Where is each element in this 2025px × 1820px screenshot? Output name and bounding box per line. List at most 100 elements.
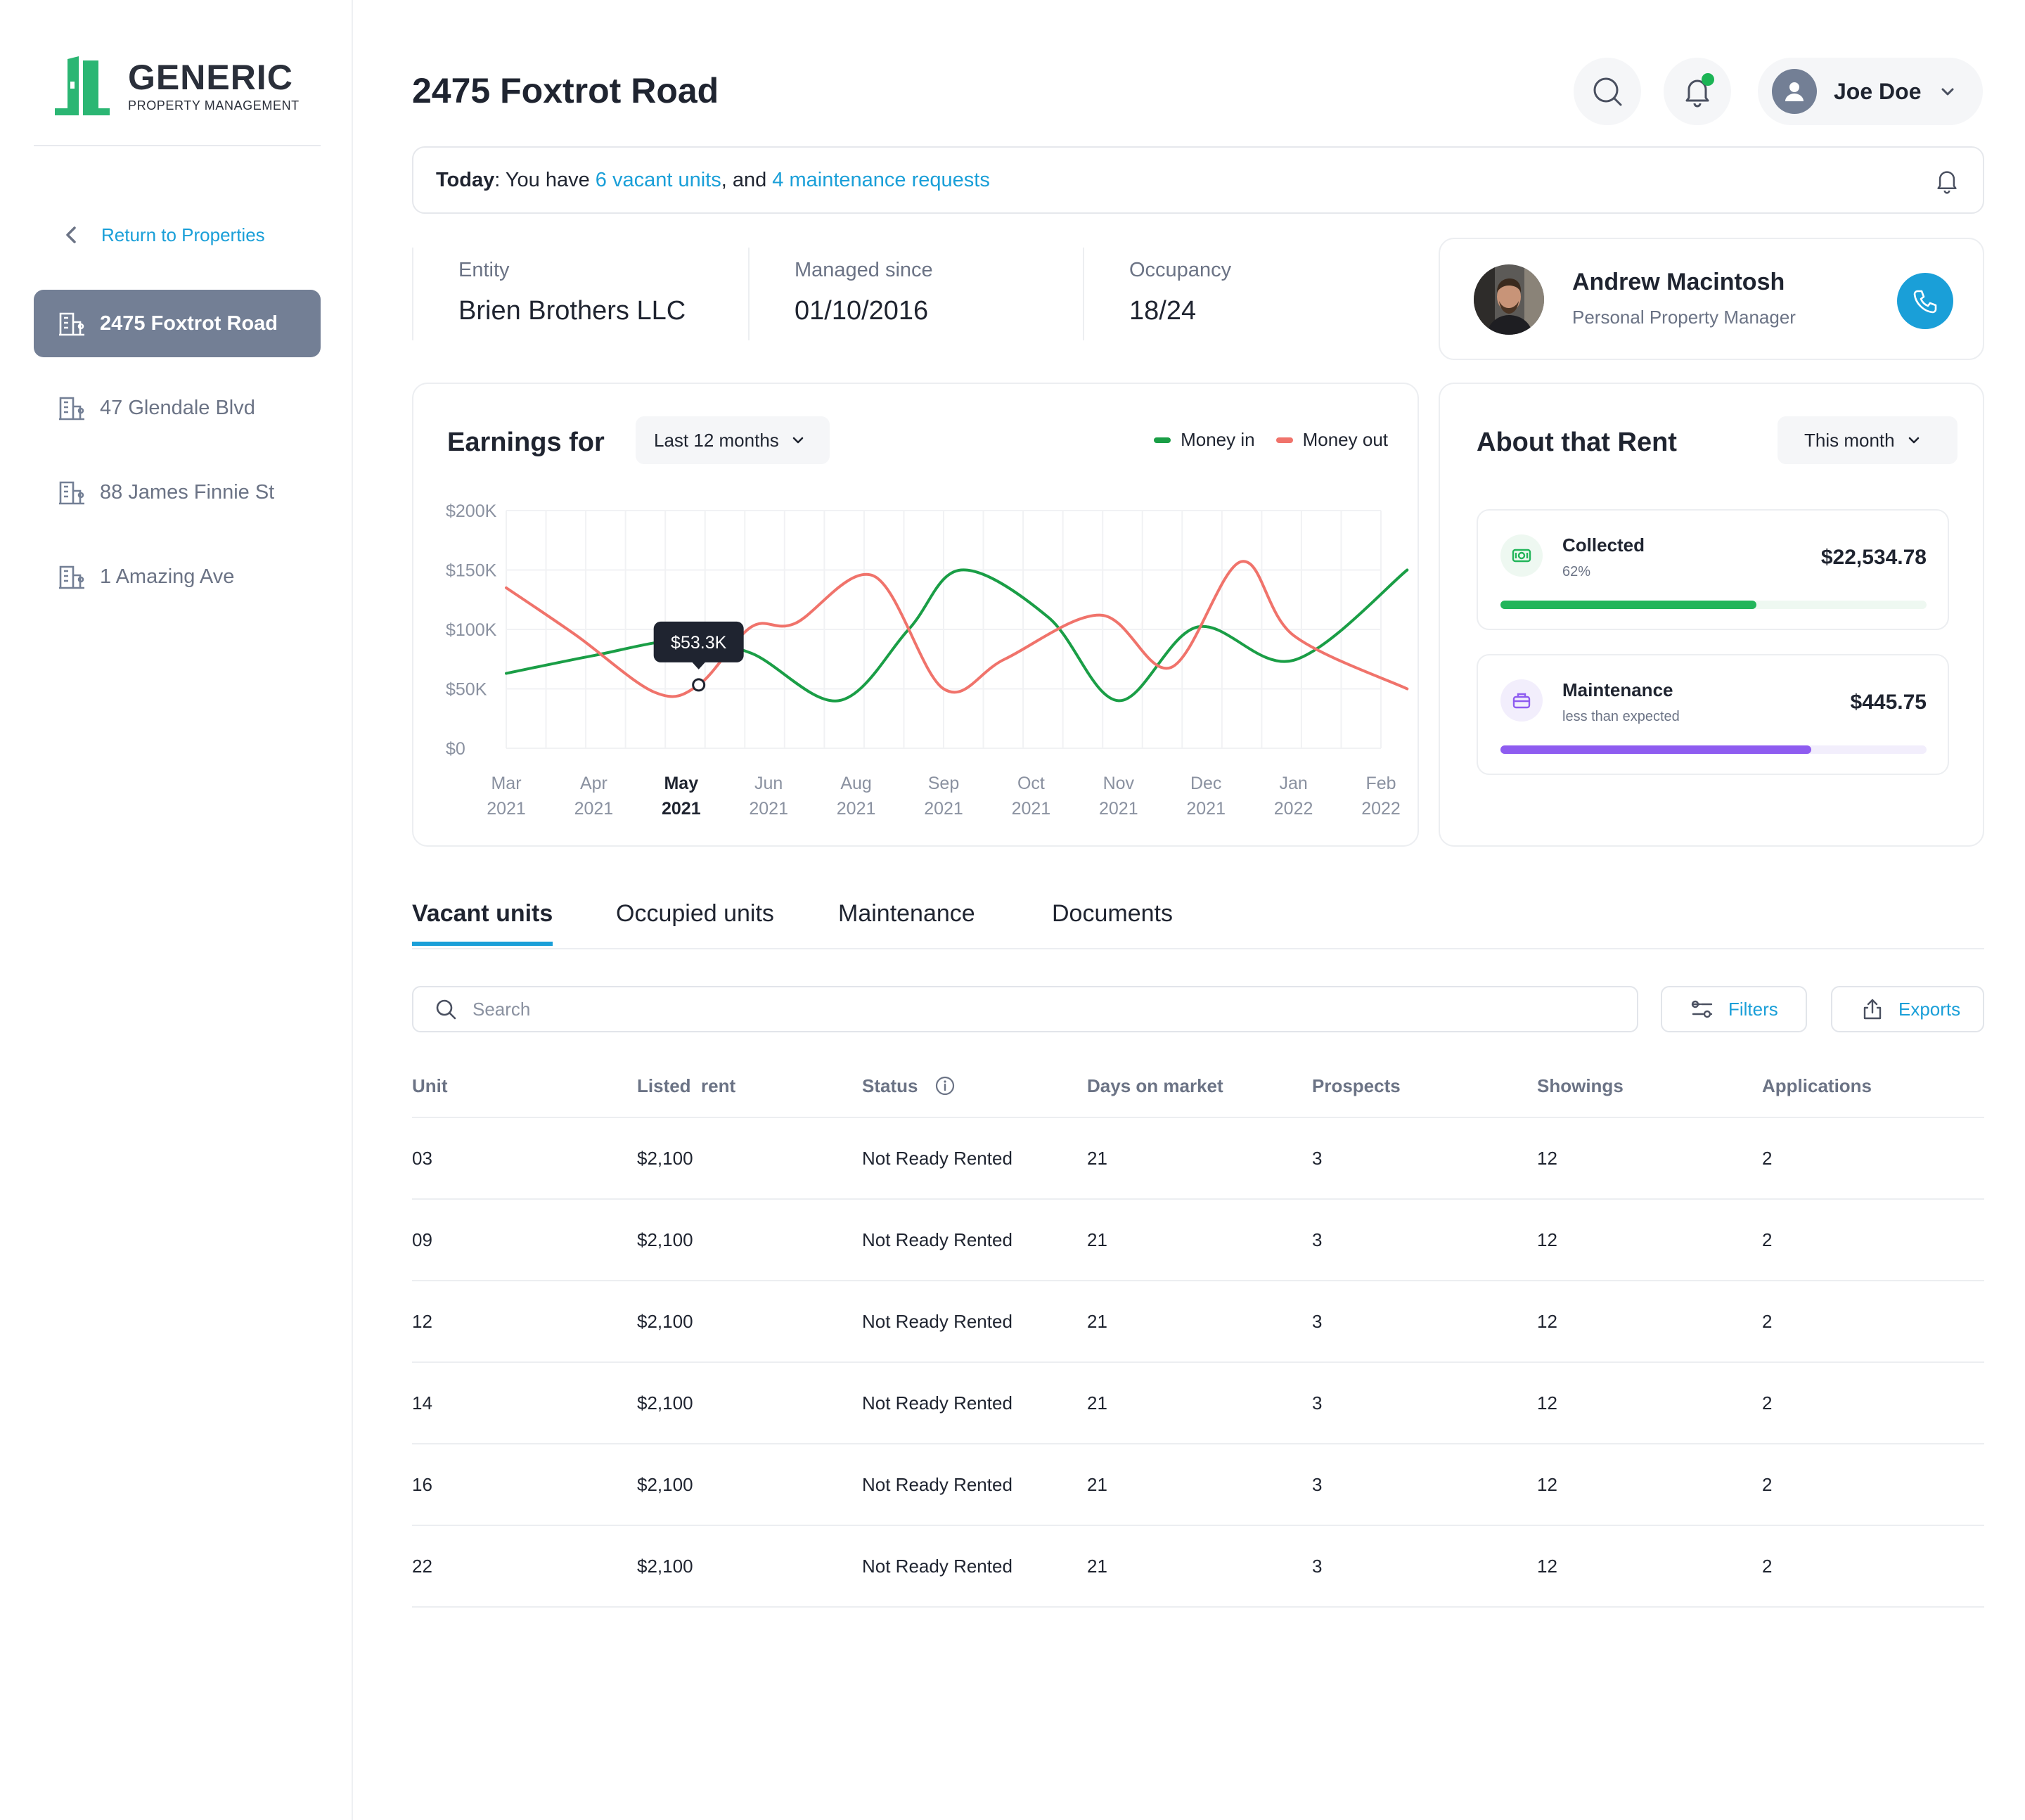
table-row[interactable]: 12 $2,100 Not Ready Rented 21 3 12 2 [412, 1281, 1984, 1363]
x-tick-year: 2021 [662, 799, 701, 819]
maintenance-requests-link[interactable]: 4 maintenance requests [772, 168, 990, 191]
brand-tagline: PROPERTY MANAGEMENT [128, 98, 300, 113]
table-row[interactable]: 14 $2,100 Not Ready Rented 21 3 12 2 [412, 1363, 1984, 1444]
vacant-units-link[interactable]: 6 vacant units [595, 168, 721, 191]
chevron-left-icon [66, 226, 76, 243]
table-row[interactable]: 16 $2,100 Not Ready Rented 21 3 12 2 [412, 1444, 1984, 1526]
prospects-cell: 3 [1312, 1473, 1323, 1495]
filters-button[interactable]: Filters [1661, 986, 1807, 1032]
days-on-market-cell: 21 [1087, 1147, 1107, 1169]
x-tick-year: 2021 [1186, 799, 1226, 819]
table-body: 03 $2,100 Not Ready Rented 21 3 12 2 09 $2,100 No… [412, 1118, 1984, 1608]
x-tick-month: Feb [1365, 774, 1396, 793]
sidebar-item-label: 88 James Finnie St [100, 480, 275, 504]
column-header-days-on-market[interactable]: Days on market [1087, 1075, 1223, 1096]
bell-icon [1685, 79, 1709, 108]
tooltip-arrow [691, 661, 706, 669]
call-manager-button[interactable] [1897, 273, 1953, 329]
filters-label: Filters [1728, 998, 1778, 1020]
toolbox-icon [1500, 679, 1543, 722]
showings-cell: 12 [1537, 1310, 1557, 1332]
tab-vacant-units[interactable]: Vacant units [412, 900, 553, 946]
brand-logo[interactable]: GENERIC PROPERTY MANAGEMENT [52, 55, 305, 117]
sidebar-item-1-amazing-ave[interactable]: 1 Amazing Ave [34, 543, 321, 610]
tab-occupied-units[interactable]: Occupied units [616, 900, 774, 927]
applications-cell: 2 [1762, 1473, 1773, 1495]
managed-since-value: 01/10/2016 [795, 296, 929, 326]
exports-label: Exports [1898, 998, 1961, 1020]
legend-swatch-money-in [1154, 437, 1171, 443]
table-header: Unit Listed rent Status Days on market P… [412, 1055, 1984, 1118]
unit-cell: 12 [412, 1310, 432, 1332]
today-banner: Today: You have 6 vacant units, and 4 ma… [412, 146, 1984, 214]
manager-name: Andrew Macintosh [1572, 269, 1785, 295]
manager-role: Personal Property Manager [1572, 307, 1796, 328]
legend-swatch-money-out [1275, 437, 1293, 443]
column-header-showings[interactable]: Showings [1537, 1075, 1624, 1096]
x-tick-month: Aug [840, 774, 871, 793]
search-field[interactable] [412, 986, 1638, 1032]
page-title: 2475 Foxtrot Road [412, 71, 719, 110]
tab-documents[interactable]: Documents [1052, 900, 1173, 927]
days-on-market-cell: 21 [1087, 1473, 1107, 1495]
column-header-status[interactable]: Status [862, 1075, 1087, 1097]
user-menu[interactable]: Joe Doe [1758, 58, 1983, 125]
applications-cell: 2 [1762, 1147, 1773, 1169]
table-row[interactable]: 03 $2,100 Not Ready Rented 21 3 12 2 [412, 1118, 1984, 1200]
tab-maintenance[interactable]: Maintenance [838, 900, 975, 927]
sidebar-item-47-glendale-blvd[interactable]: 47 Glendale Blvd [34, 374, 321, 442]
notifications-button[interactable] [1664, 58, 1731, 125]
sidebar-item-label: 2475 Foxtrot Road [100, 312, 278, 335]
collected-progress-track [1500, 601, 1927, 609]
entity-value: Brien Brothers LLC [458, 296, 686, 326]
x-tick-month: Jun [754, 774, 783, 793]
column-header-listed-rent[interactable]: Listed rent [637, 1075, 736, 1096]
search-button[interactable] [1574, 58, 1641, 125]
x-tick-month: Dec [1190, 774, 1221, 793]
today-and-text: , and [721, 168, 773, 191]
info-icon[interactable] [934, 1075, 956, 1096]
series-line-money-out [505, 560, 1409, 698]
y-tick-label: $0 [446, 739, 465, 759]
about-rent-card: About that Rent This month Collected 62%… [1439, 383, 1984, 847]
listed-rent-cell: $2,100 [637, 1229, 693, 1250]
table-row[interactable]: 09 $2,100 Not Ready Rented 21 3 12 2 [412, 1200, 1984, 1281]
sidebar-item-88-james-finnie-st[interactable]: 88 James Finnie St [34, 459, 321, 526]
column-header-unit[interactable]: Unit [412, 1075, 448, 1096]
building-icon [59, 565, 84, 589]
prospects-cell: 3 [1312, 1392, 1323, 1414]
collected-percent: 62% [1562, 564, 1591, 579]
table-row[interactable]: 22 $2,100 Not Ready Rented 21 3 12 2 [412, 1526, 1984, 1608]
unit-cell: 09 [412, 1229, 432, 1250]
exports-button[interactable]: Exports [1831, 986, 1984, 1032]
prospects-cell: 3 [1312, 1229, 1323, 1250]
listed-rent-cell: $2,100 [637, 1555, 693, 1577]
listed-rent-cell: $2,100 [637, 1147, 693, 1169]
return-to-properties-link[interactable]: Return to Properties [62, 224, 265, 246]
earnings-period-dropdown[interactable]: Last 12 months [636, 416, 830, 464]
maintenance-rent-item: Maintenance less than expected $445.75 [1477, 654, 1949, 775]
showings-cell: 12 [1537, 1229, 1557, 1250]
sidebar-item-label: 47 Glendale Blvd [100, 396, 255, 419]
search-input[interactable] [472, 998, 1598, 1020]
share-icon [1863, 999, 1882, 1020]
status-cell: Not Ready Rented [862, 1473, 1012, 1495]
user-icon [1785, 82, 1804, 101]
y-tick-label: $200K [446, 501, 497, 521]
status-cell: Not Ready Rented [862, 1229, 1012, 1250]
collected-amount: $22,534.78 [1820, 546, 1927, 569]
today-text: : You have [494, 168, 596, 191]
days-on-market-cell: 21 [1087, 1310, 1107, 1332]
status-cell: Not Ready Rented [862, 1392, 1012, 1414]
sidebar-item-2475-foxtrot-road[interactable]: 2475 Foxtrot Road [34, 290, 321, 357]
building-icon [59, 397, 84, 421]
column-header-applications[interactable]: Applications [1762, 1075, 1872, 1096]
legend-money-out-label: Money out [1302, 429, 1388, 450]
x-tick-month: Apr [580, 774, 608, 793]
column-header-prospects[interactable]: Prospects [1312, 1075, 1401, 1096]
rent-period-dropdown[interactable]: This month [1778, 416, 1958, 464]
bell-icon[interactable] [1934, 167, 1960, 194]
earnings-period-label: Last 12 months [654, 429, 779, 451]
occupancy-value: 18/24 [1129, 296, 1197, 326]
legend-money-in-label: Money in [1181, 429, 1255, 450]
